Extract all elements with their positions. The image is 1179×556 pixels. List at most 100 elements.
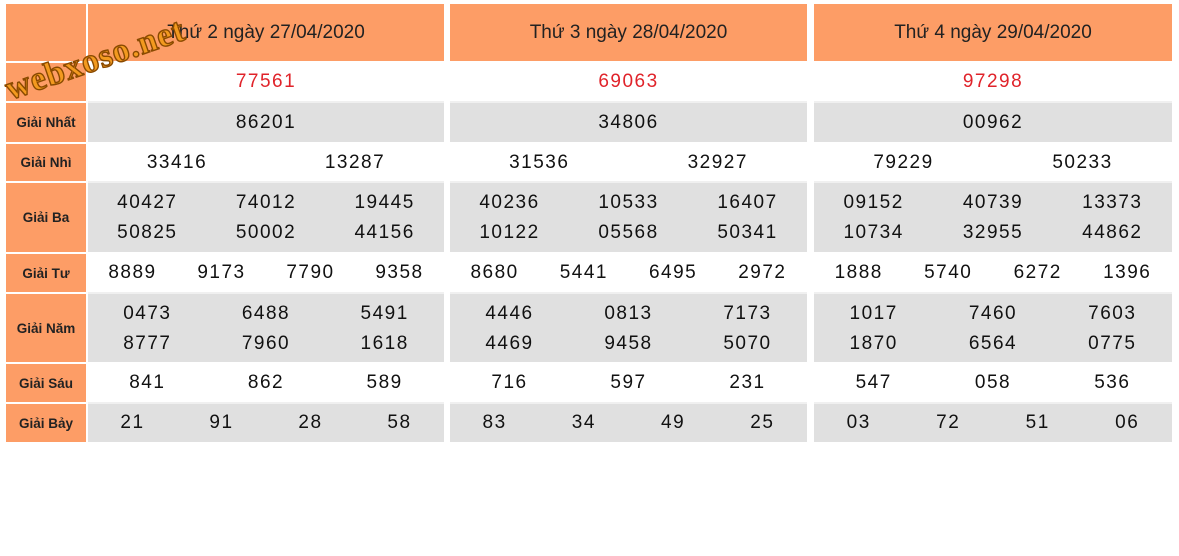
prize-number: 1870: [849, 333, 898, 354]
prize-number: 5491: [360, 303, 409, 324]
label-giai-nhat: Giải Nhất: [6, 103, 86, 144]
prize-number: 34806: [598, 111, 659, 133]
label-giai-nhi: Giải Nhì: [6, 144, 86, 183]
prize-number: 2972: [738, 262, 787, 283]
prize-number: 16407: [717, 192, 778, 213]
prize-number: 33416: [146, 151, 208, 173]
prize-number: 32927: [687, 151, 748, 173]
label-special-empty: [6, 63, 86, 103]
prize-number: 40427: [117, 192, 178, 213]
prize-number: 1017: [849, 303, 898, 324]
prize-number: 19445: [354, 192, 415, 213]
prize-1-row: 86201: [88, 103, 444, 144]
label-giai-ba: Giải Ba: [6, 183, 86, 254]
label-header-empty: [6, 4, 86, 63]
prize-number: 4446: [485, 303, 534, 324]
special-prize-number: 97298: [962, 71, 1024, 92]
prize-number: 8680: [470, 262, 519, 283]
prize-number: 1888: [834, 262, 883, 283]
prize-5-row: 1017 7460 7603 1870 6564 0775: [814, 294, 1172, 364]
prize-4-row: 8680 5441 6495 2972: [450, 254, 807, 294]
special-prize-row: 69063: [450, 63, 807, 103]
prize-number: 6488: [241, 303, 291, 324]
prize-number: 862: [247, 372, 285, 393]
prize-number: 28: [298, 412, 323, 433]
label-giai-bay: Giải Bảy: [6, 404, 86, 444]
prize-number: 10734: [843, 222, 904, 243]
prize-number: 21: [120, 412, 145, 433]
prize-number: 91: [209, 412, 234, 433]
prize-number: 31536: [509, 151, 570, 173]
prize-number: 03: [846, 412, 871, 433]
prize-number: 49: [661, 412, 686, 433]
result-column-wednesday: Thứ 4 ngày 29/04/2020 97298 00962 79229 …: [814, 4, 1172, 444]
prize-number: 7173: [723, 303, 772, 324]
prize-number: 05568: [598, 222, 659, 243]
prize-7-row: 21 91 28 58: [88, 404, 444, 444]
prize-number: 5740: [924, 262, 973, 283]
prize-number: 44156: [354, 222, 415, 243]
prize-number: 7960: [241, 333, 291, 354]
label-giai-nam: Giải Năm: [6, 294, 86, 364]
prize-number: 86201: [235, 111, 297, 133]
prize-7-row: 83 34 49 25: [450, 404, 807, 444]
prize-2-row: 79229 50233: [814, 144, 1172, 183]
prize-number: 231: [729, 372, 766, 393]
prize-3-row: 40427 74012 19445 50825 50002 44156: [88, 183, 444, 254]
prize-number: 25: [750, 412, 775, 433]
prize-number: 547: [855, 372, 892, 393]
prize-number: 32955: [962, 222, 1024, 243]
special-prize-row: 97298: [814, 63, 1172, 103]
prize-label-column: Giải Nhất Giải Nhì Giải Ba Giải Tư Giải …: [6, 4, 86, 444]
prize-number: 44862: [1082, 222, 1143, 243]
prize-number: 7460: [968, 303, 1018, 324]
prize-number: 0473: [123, 303, 172, 324]
prize-number: 74012: [235, 192, 297, 213]
prize-number: 13373: [1082, 192, 1143, 213]
prize-6-row: 547 058 536: [814, 364, 1172, 404]
prize-number: 9173: [197, 262, 246, 283]
prize-6-row: 841 862 589: [88, 364, 444, 404]
prize-number: 589: [366, 372, 403, 393]
prize-4-row: 8889 9173 7790 9358: [88, 254, 444, 294]
prize-number: 716: [491, 372, 528, 393]
result-column-tuesday: Thứ 3 ngày 28/04/2020 69063 34806 31536 …: [450, 4, 807, 444]
prize-number: 34: [571, 412, 596, 433]
prize-number: 51: [1025, 412, 1050, 433]
prize-number: 058: [974, 372, 1012, 393]
prize-number: 06: [1115, 412, 1140, 433]
special-prize-number: 69063: [598, 71, 659, 92]
prize-number: 8777: [123, 333, 172, 354]
prize-number: 10122: [479, 222, 540, 243]
result-column-monday: Thứ 2 ngày 27/04/2020 77561 86201 33416 …: [88, 4, 444, 444]
prize-5-row: 0473 6488 5491 8777 7960 1618: [88, 294, 444, 364]
prize-number: 09152: [843, 192, 904, 213]
prize-number: 83: [482, 412, 507, 433]
prize-number: 58: [387, 412, 412, 433]
prize-1-row: 00962: [814, 103, 1172, 144]
prize-number: 50233: [1052, 151, 1113, 173]
prize-5-row: 4446 0813 7173 4469 9458 5070: [450, 294, 807, 364]
prize-number: 40739: [962, 192, 1024, 213]
label-giai-tu: Giải Tư: [6, 254, 86, 294]
prize-number: 5441: [559, 262, 609, 283]
prize-number: 0775: [1088, 333, 1137, 354]
prize-number: 6564: [968, 333, 1018, 354]
special-prize-number: 77561: [235, 71, 297, 92]
prize-6-row: 716 597 231: [450, 364, 807, 404]
prize-number: 597: [610, 372, 647, 393]
prize-number: 50825: [117, 222, 178, 243]
special-prize-row: 77561: [88, 63, 444, 103]
prize-number: 1396: [1103, 262, 1152, 283]
column-date-header: Thứ 2 ngày 27/04/2020: [88, 4, 444, 63]
prize-2-row: 33416 13287: [88, 144, 444, 183]
prize-number: 50002: [235, 222, 297, 243]
prize-1-row: 34806: [450, 103, 807, 144]
prize-4-row: 1888 5740 6272 1396: [814, 254, 1172, 294]
prize-number: 7790: [286, 262, 335, 283]
prize-number: 0813: [604, 303, 653, 324]
prize-3-row: 09152 40739 13373 10734 32955 44862: [814, 183, 1172, 254]
prize-number: 5070: [723, 333, 772, 354]
prize-number: 00962: [962, 111, 1024, 133]
prize-number: 1618: [360, 333, 409, 354]
